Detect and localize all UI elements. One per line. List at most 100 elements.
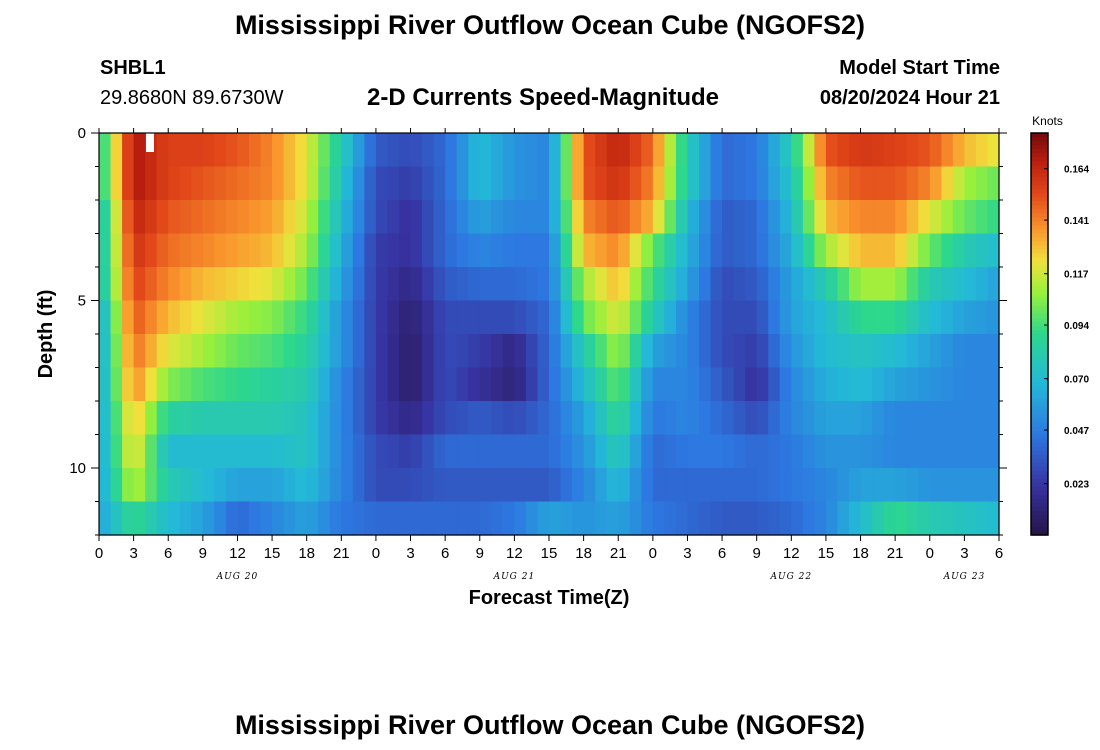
heatmap-cell [952,233,965,268]
heatmap-cell [837,468,850,503]
date-label: AUG 21 [493,572,536,582]
x-tick-label: 12 [783,545,800,562]
heatmap-cell [802,233,815,268]
heatmap-cell [537,166,550,201]
heatmap-cell [941,501,954,536]
heatmap-cell [918,334,931,369]
heatmap-cell [179,166,192,201]
x-tick-label: 0 [649,545,657,562]
heatmap-cell [745,267,758,302]
heatmap-cell [745,501,758,536]
heatmap-cell [814,200,827,235]
heatmap-cell [202,434,215,469]
heatmap-cell [837,401,850,436]
heatmap-cell [699,434,712,469]
heatmap-cell [791,401,804,436]
heatmap-cell [179,334,192,369]
heatmap-cell [283,133,296,168]
heatmap-cell [364,334,377,369]
heatmap-cell [572,434,585,469]
heatmap-cell [249,334,262,369]
heatmap-cell [249,200,262,235]
heatmap-cell [214,501,227,536]
heatmap-cell [652,233,665,268]
heatmap-cell [249,468,262,503]
heatmap-cell [629,166,642,201]
heatmap-cell [456,267,469,302]
heatmap-cell [502,468,515,503]
colorbar-step [1031,506,1048,512]
heatmap-cell [491,468,504,503]
heatmap-cell [964,166,977,201]
heatmap-cell [918,166,931,201]
heatmap-cell [768,334,781,369]
heatmap-cell [849,133,862,168]
heatmap-cell [295,267,308,302]
colorbar-step [1031,141,1048,146]
heatmap-cell [179,233,192,268]
heatmap-cell [549,401,562,436]
heatmap-cell [191,367,204,402]
colorbar-step [1031,313,1048,319]
heatmap-cell [837,334,850,369]
heatmap-cell [756,166,769,201]
heatmap-cell [606,334,619,369]
heatmap-cell [699,233,712,268]
heatmap-cell [525,233,539,268]
heatmap-cell [225,401,239,436]
heatmap-cell [468,166,481,201]
heatmap-cell [191,434,204,469]
heatmap-cell [606,233,619,268]
heatmap-cell [733,334,746,369]
heatmap-cell [722,200,735,235]
heatmap-cell [664,501,677,536]
heatmap-cell [225,166,239,201]
colorbar-step [1031,165,1048,170]
heatmap-cell [525,200,539,235]
heatmap-cell [791,300,804,335]
heatmap-cell [664,434,677,469]
heatmap-cell [237,501,250,536]
heatmap-cell [629,233,642,268]
heatmap-cell [549,166,562,201]
heatmap-cell [502,267,515,302]
heatmap-cell [283,468,296,503]
heatmap-cell [318,434,331,469]
heatmap-cell [756,267,769,302]
heatmap-cell [883,267,896,302]
heatmap-cell [987,468,1000,503]
colorbar-step [1031,137,1048,142]
heatmap-cell [987,401,1000,436]
heatmap-cell [710,267,723,302]
heatmap-cell [964,200,977,235]
heatmap-cell [883,401,896,436]
heatmap-cell [964,133,977,168]
heatmap-cell [652,434,665,469]
heatmap-cell [491,501,504,536]
heatmap-cell [191,334,204,369]
heatmap-cell [987,334,1000,369]
heatmap-cell [929,233,942,268]
heatmap-cell [710,133,723,168]
heatmap-cell [306,300,319,335]
heatmap-cell [595,501,608,536]
heatmap-cell [272,300,285,335]
heatmap-cell [710,200,723,235]
colorbar-step [1031,261,1048,267]
heatmap-cell [202,468,215,503]
heatmap-cell [456,133,469,168]
heatmap-cell [502,401,515,436]
colorbar-step [1031,354,1048,359]
heatmap-cell [525,133,539,168]
heatmap-cell [941,401,954,436]
heatmap-cell [802,133,815,168]
heatmap-cell [779,501,792,536]
x-tick-label: 0 [372,545,380,562]
heatmap-cell [572,468,585,503]
heatmap-cell [156,200,169,235]
heatmap-cell [860,501,873,536]
heatmap-cell [606,200,619,235]
heatmap-cell [975,200,989,235]
heatmap-cell [318,401,331,436]
heatmap-cell [756,133,769,168]
